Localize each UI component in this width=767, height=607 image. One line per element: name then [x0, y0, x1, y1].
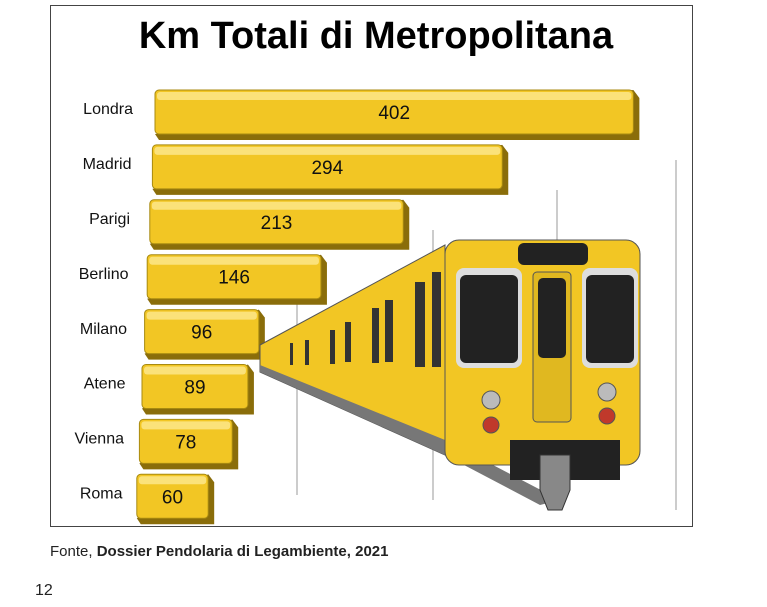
train-window: [586, 275, 634, 363]
bar: [141, 364, 249, 409]
value-label: 213: [261, 213, 293, 234]
page-number: 12: [35, 582, 53, 599]
value-label: 78: [175, 432, 196, 453]
bar-highlight: [151, 201, 402, 210]
value-label: 89: [184, 378, 205, 399]
value-label: 146: [218, 268, 250, 289]
value-label: 402: [378, 103, 410, 124]
bar: [151, 144, 503, 190]
source-name: Dossier Pendolaria di Legambiente, 2021: [96, 543, 389, 560]
bar: [138, 418, 233, 464]
bar: [146, 254, 322, 300]
chart-title: Km Totali di Metropolitana: [139, 15, 614, 57]
bar-highlight: [141, 421, 231, 430]
bar-highlight: [138, 476, 207, 485]
bar: [136, 473, 209, 519]
bar: [149, 199, 404, 245]
source: Fonte, Dossier Pendolaria di Legambiente…: [50, 543, 388, 560]
y-tick-label: Roma: [80, 486, 123, 503]
y-tick-label: Parigi: [89, 211, 130, 228]
bar: [154, 89, 634, 135]
y-tick-label: Atene: [84, 376, 126, 393]
train-window: [538, 278, 566, 358]
y-tick-label: Vienna: [74, 431, 124, 448]
value-label: 60: [162, 487, 183, 508]
bar-highlight: [154, 146, 501, 155]
train-light: [481, 390, 501, 410]
bar: [144, 309, 260, 355]
y-tick-label: Londra: [83, 101, 133, 118]
train-coupler: [539, 454, 571, 511]
bar-highlight: [146, 311, 257, 320]
train-destination: [518, 243, 588, 265]
value-label: 96: [191, 323, 212, 344]
bar-highlight: [157, 92, 632, 100]
y-tick-label: Berlino: [79, 266, 129, 283]
source-prefix: Fonte,: [50, 543, 93, 560]
train-windows-side: [290, 272, 441, 367]
train-light: [598, 407, 616, 425]
bar-highlight: [144, 366, 246, 375]
train-light: [482, 416, 500, 434]
train-window: [460, 275, 518, 363]
value-label: 294: [311, 158, 343, 179]
train-light: [597, 382, 617, 402]
chart: Km Totali di Metropolitana 402 Londra 294 M…: [50, 5, 693, 527]
y-tick-label: Madrid: [83, 156, 132, 173]
train: [259, 239, 641, 511]
bar-highlight: [149, 256, 319, 265]
train-underside: [260, 365, 560, 505]
y-tick-label: Milano: [80, 321, 127, 338]
